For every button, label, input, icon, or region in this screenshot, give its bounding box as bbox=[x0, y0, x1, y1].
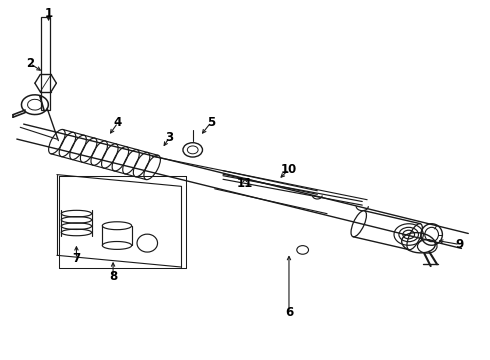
Text: 10: 10 bbox=[281, 163, 297, 176]
Text: 6: 6 bbox=[285, 306, 293, 319]
Text: 5: 5 bbox=[207, 116, 215, 129]
Text: 4: 4 bbox=[114, 116, 122, 129]
Text: 1: 1 bbox=[45, 7, 52, 20]
Text: 3: 3 bbox=[165, 131, 173, 144]
Text: 2: 2 bbox=[26, 57, 34, 70]
Text: 11: 11 bbox=[237, 177, 253, 190]
Text: 8: 8 bbox=[109, 270, 117, 283]
Text: 9: 9 bbox=[456, 238, 464, 251]
Text: 7: 7 bbox=[73, 252, 80, 265]
